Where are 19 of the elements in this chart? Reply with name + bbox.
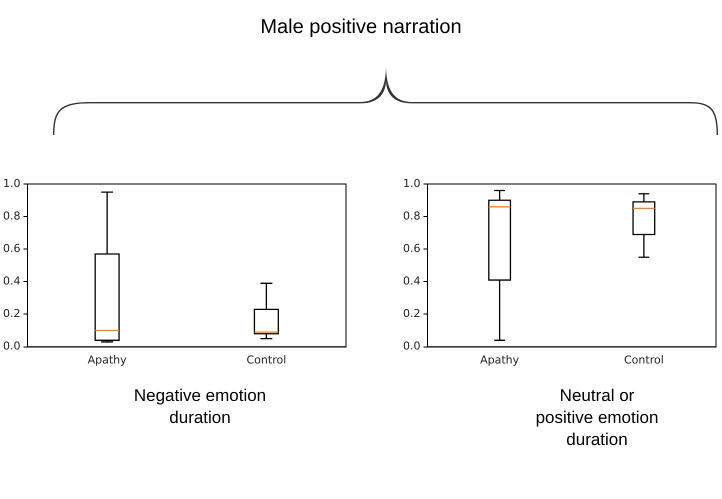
x-axis-title: Neutral or positive emotion duration — [534, 385, 660, 451]
x-tick-label: Apathy — [88, 353, 128, 366]
y-tick-label: 0.4 — [402, 274, 420, 288]
y-tick-label: 0.6 — [402, 242, 420, 255]
y-tick-label: 0.0 — [402, 340, 420, 353]
y-tick-label: 0.6 — [2, 242, 20, 255]
x-tick-label: Control — [624, 353, 664, 366]
y-tick-label: 0.0 — [2, 340, 20, 353]
y-tick-label: 0.8 — [402, 209, 420, 222]
y-tick-label: 0.8 — [2, 209, 20, 222]
y-tick-label: 0.4 — [2, 274, 20, 288]
x-axis-title: Negative emotion duration — [132, 385, 268, 429]
text: Male positive narration — [259, 16, 463, 39]
x-tick-label: Apathy — [480, 353, 520, 366]
y-tick-label: 0.2 — [2, 307, 20, 320]
y-tick-label: 1.0 — [402, 176, 420, 190]
x-tick-label: Control — [246, 353, 286, 366]
y-tick-label: 0.2 — [402, 307, 420, 320]
y-tick-label: 1.0 — [2, 176, 20, 190]
